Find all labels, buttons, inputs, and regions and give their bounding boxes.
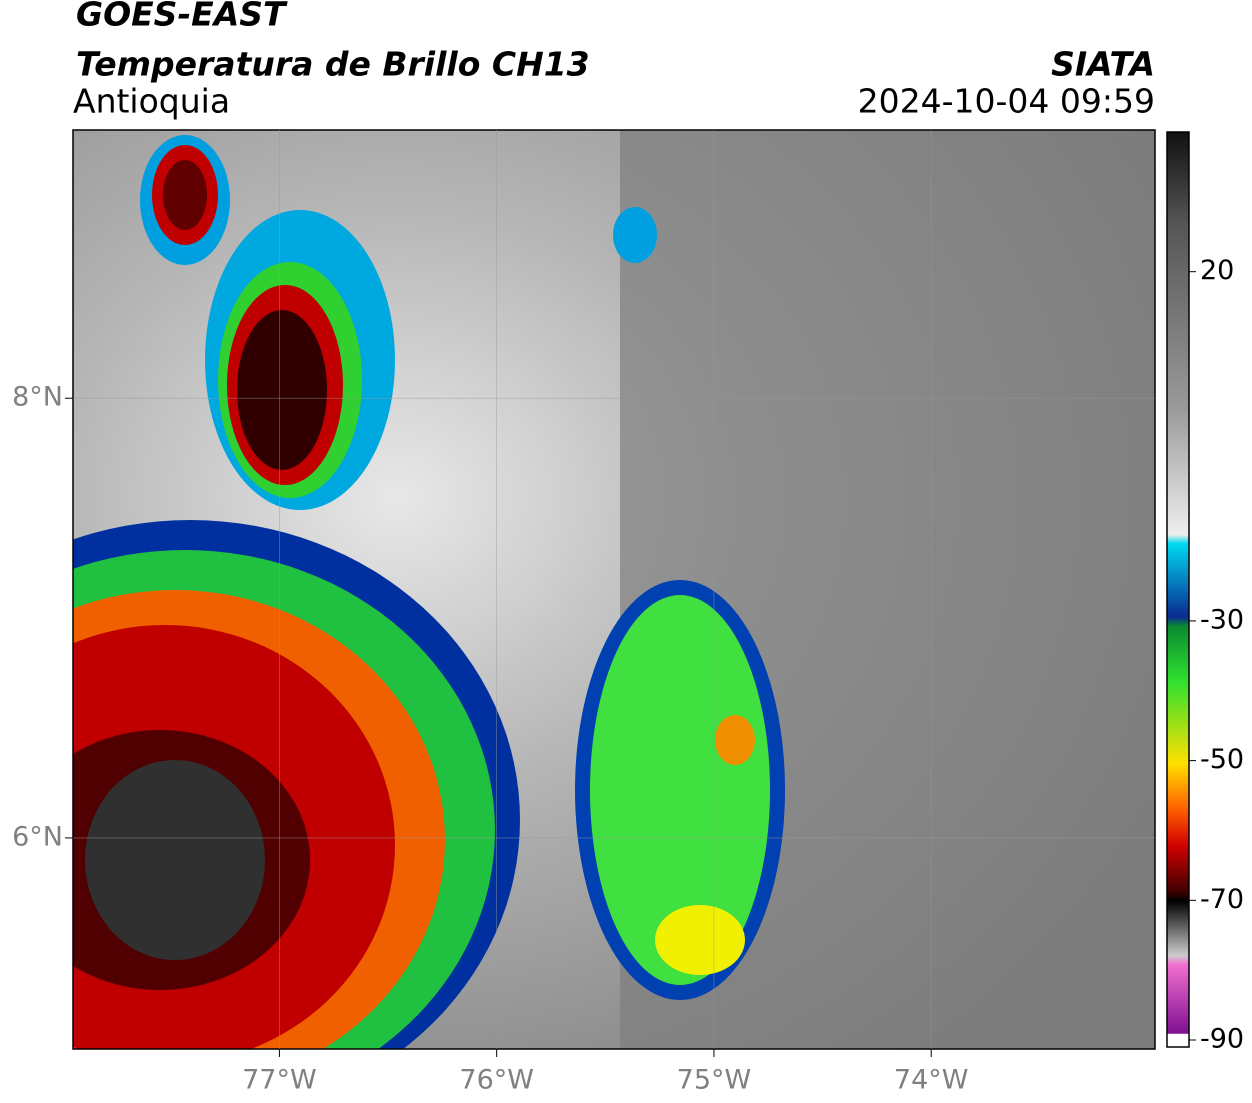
timestamp: 2024-10-04 09:59 [858, 82, 1155, 121]
lon-tick-label: 75°W [677, 1065, 752, 1096]
satellite-image [73, 130, 1155, 1049]
title-satellite: GOES-EAST [76, 0, 288, 34]
colorbar-tick-label: -50 [1200, 744, 1244, 775]
colorbar-tick-label: 20 [1200, 255, 1234, 286]
colorbar-tick-label: -30 [1200, 604, 1244, 635]
source: SIATA [1051, 45, 1155, 84]
title-product: Temperatura de Brillo CH13 [76, 45, 590, 84]
colorbar [1166, 131, 1190, 1048]
lon-tick-label: 77°W [242, 1065, 317, 1096]
lat-tick-label: 6°N [12, 821, 63, 852]
plot-frame [72, 129, 1156, 1050]
lon-tick-label: 74°W [894, 1065, 969, 1096]
lon-tick-label: 76°W [459, 1065, 534, 1096]
lat-tick-label: 8°N [12, 382, 63, 413]
colorbar-tick-label: -90 [1200, 1024, 1244, 1055]
colorbar-tick-label: -70 [1200, 884, 1244, 915]
region: Antioquia [73, 82, 230, 121]
